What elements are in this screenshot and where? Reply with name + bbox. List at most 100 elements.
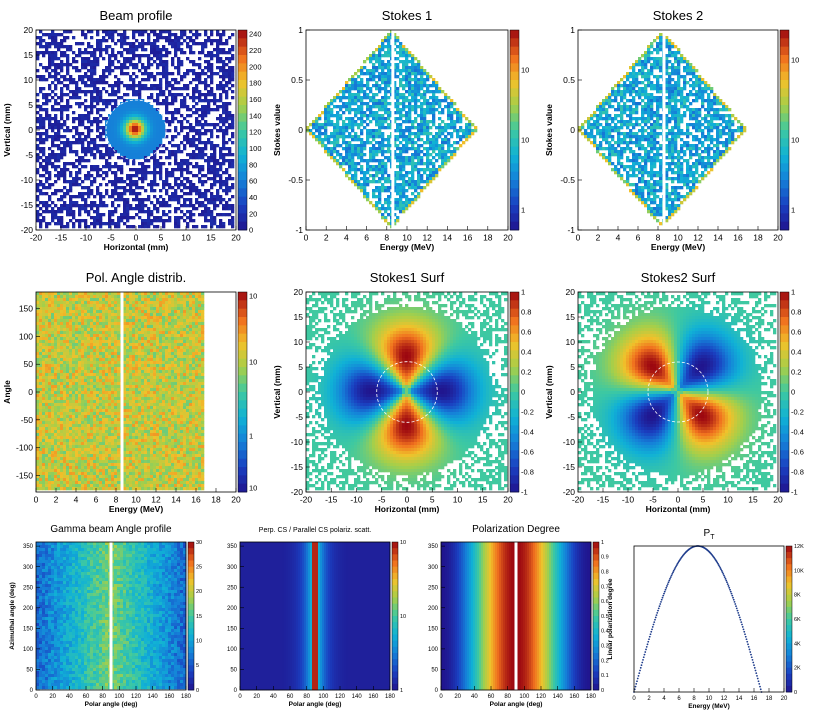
heatmap-cell bbox=[171, 102, 175, 106]
heatmap-cell bbox=[471, 132, 475, 136]
heatmap-cell bbox=[620, 147, 624, 151]
heatmap-cell bbox=[231, 141, 235, 145]
heatmap-cell bbox=[219, 36, 223, 40]
stokes1-gap bbox=[391, 30, 395, 230]
heatmap-cell bbox=[147, 222, 151, 226]
heatmap-cell bbox=[177, 144, 181, 148]
heatmap-cell bbox=[114, 129, 118, 133]
heatmap-cell bbox=[141, 63, 145, 67]
heatmap-cell bbox=[444, 126, 448, 130]
heatmap-cell bbox=[719, 108, 723, 112]
heatmap-cell bbox=[222, 117, 226, 121]
heatmap-cell bbox=[159, 30, 163, 34]
heatmap-cell bbox=[324, 114, 328, 118]
heatmap-cell bbox=[177, 39, 181, 43]
heatmap-cell bbox=[105, 105, 109, 109]
heatmap-cell bbox=[96, 213, 100, 217]
heatmap-cell bbox=[156, 147, 160, 151]
heatmap-cell bbox=[93, 63, 97, 67]
heatmap-cell bbox=[641, 114, 645, 118]
heatmap-cell bbox=[54, 51, 58, 55]
heatmap-cell bbox=[689, 123, 693, 127]
heatmap-cell bbox=[444, 156, 448, 160]
heatmap-cell bbox=[698, 147, 702, 151]
heatmap-cell bbox=[180, 129, 184, 133]
heatmap-cell bbox=[81, 78, 85, 82]
heatmap-cell bbox=[144, 108, 148, 112]
heatmap-cell bbox=[138, 42, 142, 46]
heatmap-cell bbox=[162, 213, 166, 217]
heatmap-cell bbox=[231, 96, 235, 100]
heatmap-cell bbox=[593, 114, 597, 118]
heatmap-cell bbox=[674, 126, 678, 130]
heatmap-cell bbox=[150, 171, 154, 175]
heatmap-cell bbox=[402, 99, 406, 103]
heatmap-cell bbox=[108, 84, 112, 88]
heatmap-cell bbox=[423, 93, 427, 97]
heatmap-cell bbox=[333, 156, 337, 160]
heatmap-cell bbox=[375, 159, 379, 163]
heatmap-cell bbox=[108, 132, 112, 136]
heatmap-cell bbox=[393, 72, 397, 76]
heatmap-cell bbox=[677, 99, 681, 103]
heatmap-cell bbox=[192, 87, 196, 91]
heatmap-cell bbox=[159, 195, 163, 199]
heatmap-cell bbox=[159, 162, 163, 166]
heatmap-cell bbox=[698, 96, 702, 100]
heatmap-cell bbox=[117, 78, 121, 82]
heatmap-cell bbox=[48, 93, 52, 97]
heatmap-cell bbox=[201, 81, 205, 85]
heatmap-cell bbox=[165, 111, 169, 115]
heatmap-cell bbox=[84, 51, 88, 55]
heatmap-cell bbox=[587, 120, 591, 124]
heatmap-cell bbox=[90, 54, 94, 58]
heatmap-cell bbox=[444, 138, 448, 142]
heatmap-cell bbox=[72, 96, 76, 100]
heatmap-cell bbox=[429, 105, 433, 109]
heatmap-cell bbox=[219, 51, 223, 55]
heatmap-cell bbox=[402, 144, 406, 148]
heatmap-cell bbox=[57, 123, 61, 127]
stokes1-xtick-label: 4 bbox=[344, 233, 349, 243]
heatmap-cell bbox=[117, 96, 121, 100]
heatmap-cell bbox=[60, 87, 64, 91]
heatmap-cell bbox=[225, 204, 229, 208]
heatmap-cell bbox=[177, 207, 181, 211]
heatmap-cell bbox=[677, 90, 681, 94]
heatmap-cell bbox=[333, 105, 337, 109]
heatmap-cell bbox=[686, 135, 690, 139]
heatmap-cell bbox=[689, 102, 693, 106]
heatmap-cell bbox=[399, 51, 403, 55]
heatmap-cell bbox=[156, 48, 160, 52]
heatmap-cell bbox=[165, 78, 169, 82]
heatmap-cell bbox=[186, 171, 190, 175]
heatmap-cell bbox=[429, 174, 433, 178]
heatmap-cell bbox=[219, 186, 223, 190]
heatmap-cell bbox=[405, 117, 409, 121]
heatmap-cell bbox=[593, 120, 597, 124]
heatmap-cell bbox=[417, 135, 421, 139]
heatmap-cell bbox=[375, 69, 379, 73]
heatmap-cell bbox=[342, 102, 346, 106]
heatmap-cell bbox=[722, 144, 726, 148]
heatmap-cell bbox=[42, 93, 46, 97]
heatmap-cell bbox=[102, 132, 106, 136]
heatmap-cell bbox=[222, 108, 226, 112]
heatmap-cell bbox=[363, 180, 367, 184]
heatmap-cell bbox=[108, 135, 112, 139]
heatmap-cell bbox=[219, 225, 223, 229]
heatmap-cell bbox=[650, 123, 654, 127]
heatmap-cell bbox=[369, 132, 373, 136]
heatmap-cell bbox=[39, 192, 43, 196]
heatmap-cell bbox=[327, 120, 331, 124]
heatmap-cell bbox=[620, 132, 624, 136]
heatmap-cell bbox=[375, 135, 379, 139]
heatmap-cell bbox=[90, 63, 94, 67]
heatmap-cell bbox=[153, 48, 157, 52]
heatmap-cell bbox=[96, 150, 100, 154]
heatmap-cell bbox=[45, 159, 49, 163]
heatmap-cell bbox=[683, 132, 687, 136]
heatmap-cell bbox=[138, 123, 142, 127]
heatmap-cell bbox=[677, 120, 681, 124]
heatmap-cell bbox=[414, 117, 418, 121]
